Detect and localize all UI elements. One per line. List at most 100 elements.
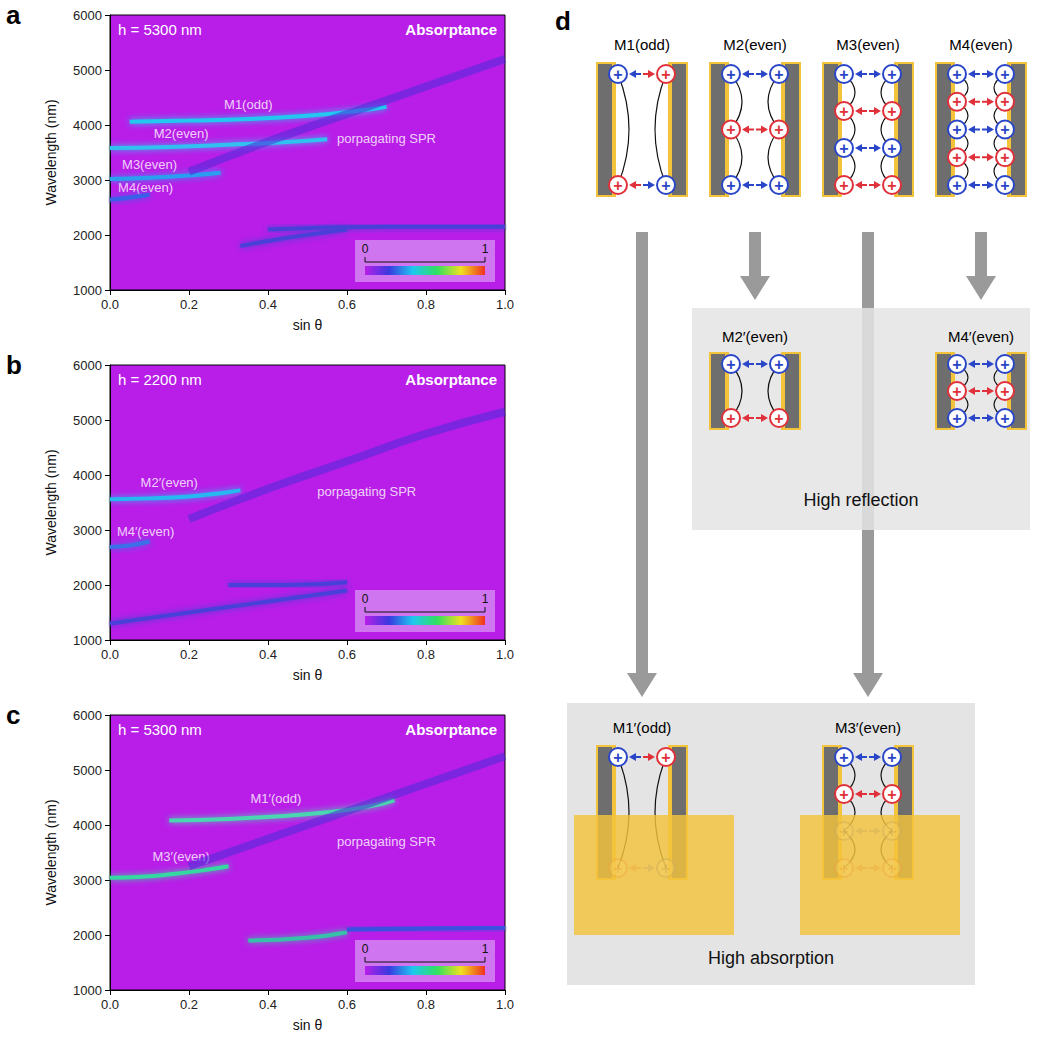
svg-text:h = 5300 nm: h = 5300 nm (118, 721, 202, 738)
svg-text:+: + (887, 140, 896, 157)
svg-text:Absorptance: Absorptance (405, 721, 497, 738)
svg-text:sin θ: sin θ (293, 667, 323, 683)
svg-text:b: b (6, 350, 22, 380)
svg-text:+: + (726, 356, 735, 373)
svg-text:Absorptance: Absorptance (405, 371, 497, 388)
svg-text:1: 1 (482, 592, 489, 606)
svg-text:porpagating SPR: porpagating SPR (317, 484, 416, 499)
svg-text:1.0: 1.0 (496, 297, 514, 312)
svg-text:Wavelength (nm): Wavelength (nm) (43, 99, 59, 205)
svg-text:4000: 4000 (73, 118, 102, 133)
svg-text:porpagating SPR: porpagating SPR (337, 834, 436, 849)
svg-text:1: 1 (482, 942, 489, 956)
svg-text:0.2: 0.2 (180, 997, 198, 1012)
svg-text:M2(even): M2(even) (723, 36, 786, 53)
svg-text:+: + (887, 786, 896, 803)
svg-text:6000: 6000 (73, 708, 102, 723)
svg-text:+: + (613, 749, 622, 766)
svg-text:+: + (726, 121, 735, 138)
svg-text:4000: 4000 (73, 468, 102, 483)
svg-text:0.6: 0.6 (338, 997, 356, 1012)
svg-text:M2′(even): M2′(even) (722, 328, 788, 345)
svg-text:+: + (887, 177, 896, 194)
svg-text:+: + (952, 356, 961, 373)
svg-text:0.4: 0.4 (259, 297, 277, 312)
svg-text:0.0: 0.0 (101, 647, 119, 662)
svg-text:0.4: 0.4 (259, 647, 277, 662)
svg-text:+: + (952, 410, 961, 427)
svg-text:1000: 1000 (73, 283, 102, 298)
svg-text:sin θ: sin θ (293, 317, 323, 333)
svg-text:+: + (952, 383, 961, 400)
svg-text:+: + (839, 140, 848, 157)
svg-text:+: + (839, 66, 848, 83)
svg-text:sin θ: sin θ (293, 1017, 323, 1033)
svg-text:M2′(even): M2′(even) (141, 475, 198, 490)
svg-text:M4(even): M4(even) (949, 36, 1012, 53)
svg-text:0.2: 0.2 (180, 647, 198, 662)
svg-text:1.0: 1.0 (496, 647, 514, 662)
svg-text:h = 5300 nm: h = 5300 nm (118, 21, 202, 38)
svg-text:3000: 3000 (73, 523, 102, 538)
svg-text:+: + (839, 786, 848, 803)
svg-text:0.8: 0.8 (417, 647, 435, 662)
svg-text:0.8: 0.8 (417, 297, 435, 312)
svg-text:a: a (6, 0, 21, 30)
svg-text:0.6: 0.6 (338, 297, 356, 312)
svg-text:d: d (555, 6, 571, 36)
svg-text:+: + (774, 121, 783, 138)
svg-text:+: + (952, 149, 961, 166)
svg-text:+: + (774, 177, 783, 194)
svg-text:3000: 3000 (73, 173, 102, 188)
svg-text:M1(odd): M1(odd) (224, 97, 272, 112)
svg-text:+: + (774, 410, 783, 427)
svg-text:6000: 6000 (73, 8, 102, 23)
svg-text:M3(even): M3(even) (836, 36, 899, 53)
svg-text:+: + (661, 749, 670, 766)
svg-text:3000: 3000 (73, 873, 102, 888)
svg-text:porpagating SPR: porpagating SPR (337, 131, 436, 146)
svg-text:+: + (1000, 356, 1009, 373)
svg-text:1000: 1000 (73, 983, 102, 998)
svg-text:+: + (887, 749, 896, 766)
svg-text:c: c (6, 700, 20, 730)
svg-text:+: + (613, 66, 622, 83)
svg-text:M1′(odd): M1′(odd) (250, 791, 301, 806)
svg-text:+: + (887, 103, 896, 120)
svg-text:+: + (887, 66, 896, 83)
svg-text:High absorption: High absorption (708, 948, 834, 968)
svg-text:0.0: 0.0 (101, 297, 119, 312)
svg-text:4000: 4000 (73, 818, 102, 833)
svg-text:+: + (839, 177, 848, 194)
svg-text:1: 1 (482, 242, 489, 256)
svg-text:0: 0 (362, 942, 369, 956)
svg-text:1.0: 1.0 (496, 997, 514, 1012)
svg-text:+: + (1000, 383, 1009, 400)
svg-text:+: + (726, 177, 735, 194)
svg-text:h = 2200 nm: h = 2200 nm (118, 371, 202, 388)
svg-text:0: 0 (362, 242, 369, 256)
svg-text:M4′(even): M4′(even) (117, 524, 174, 539)
svg-text:+: + (1000, 93, 1009, 110)
svg-text:+: + (952, 66, 961, 83)
svg-text:M1(odd): M1(odd) (614, 36, 670, 53)
svg-text:+: + (1000, 410, 1009, 427)
svg-text:5000: 5000 (73, 763, 102, 778)
svg-text:M4′(even): M4′(even) (948, 328, 1014, 345)
svg-text:2000: 2000 (73, 228, 102, 243)
svg-text:+: + (661, 177, 670, 194)
svg-text:+: + (774, 356, 783, 373)
svg-text:0.8: 0.8 (417, 997, 435, 1012)
svg-text:0.4: 0.4 (259, 997, 277, 1012)
svg-text:+: + (726, 410, 735, 427)
svg-text:M3′(even): M3′(even) (835, 719, 901, 736)
svg-text:+: + (952, 121, 961, 138)
svg-text:5000: 5000 (73, 63, 102, 78)
svg-text:Wavelength (nm): Wavelength (nm) (43, 449, 59, 555)
svg-text:6000: 6000 (73, 358, 102, 373)
svg-text:2000: 2000 (73, 578, 102, 593)
svg-text:+: + (839, 749, 848, 766)
svg-text:+: + (661, 66, 670, 83)
svg-text:+: + (726, 66, 735, 83)
svg-text:M2(even): M2(even) (154, 126, 209, 141)
